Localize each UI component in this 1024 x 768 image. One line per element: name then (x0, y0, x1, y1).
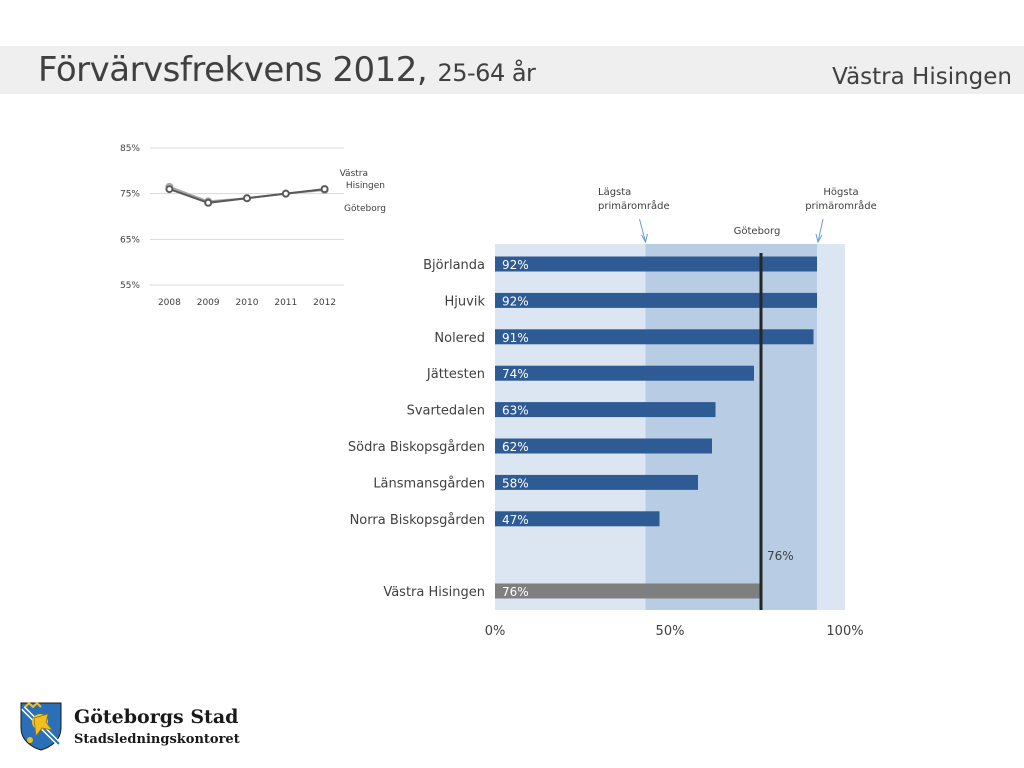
y-tick-label: 65% (120, 235, 140, 245)
x-tick-label: 50% (656, 624, 685, 639)
bar (495, 329, 814, 345)
x-tick-label: 2008 (158, 298, 181, 308)
bar-value-label: 92% (502, 294, 529, 308)
bar (495, 402, 716, 418)
bar-value-label: 62% (502, 440, 529, 454)
title-main: Förvärvsfrekvens 2012, (38, 50, 428, 90)
y-tick-label: 55% (120, 281, 140, 291)
category-label: Björlanda (423, 258, 485, 273)
logo-name: Göteborgs Stad (74, 706, 239, 728)
bar-value-label: 91% (502, 331, 529, 345)
category-label: Södra Biskopsgården (348, 440, 485, 455)
x-tick-label: 2010 (236, 298, 259, 308)
arrow-head (641, 233, 648, 244)
area-name: Västra Hisingen (832, 64, 1012, 90)
bar (495, 474, 698, 490)
total-value-label: 76% (502, 585, 529, 599)
reference-value-label: 76% (767, 549, 794, 563)
x-tick-label: 100% (826, 624, 863, 639)
x-tick-label: 2012 (313, 298, 336, 308)
bar-value-label: 47% (502, 513, 529, 527)
page-title: Förvärvsfrekvens 2012, 25-64 år (38, 50, 536, 90)
bar-value-label: 92% (502, 258, 529, 272)
data-point (320, 185, 329, 194)
bar (495, 365, 754, 381)
title-band (0, 46, 1024, 94)
bar-value-label: 58% (502, 476, 529, 490)
annotation-arrow (817, 218, 824, 243)
category-label: Hjuvik (445, 294, 486, 309)
legend-label: Västra (340, 169, 368, 179)
bar-value-label: 63% (502, 404, 529, 418)
reference-label: Göteborg (734, 226, 781, 237)
logo-department: Stadsledningskontoret (74, 732, 240, 747)
logo: Göteborgs Stad Stadsledningskontoret (18, 698, 278, 754)
legend-label: Göteborg (344, 204, 386, 214)
category-label: Nolered (434, 331, 485, 346)
range-annotation: primärområde (805, 199, 877, 212)
data-point (281, 189, 290, 198)
bar (495, 438, 712, 454)
range-annotation: Lägsta (598, 187, 631, 198)
district-bar-chart: Björlanda 92% Hjuvik 92% Nolered 91% Jättesten… (348, 187, 877, 639)
category-label: Länsmansgården (373, 476, 485, 491)
bar (495, 256, 817, 272)
bar-value-label: 74% (502, 367, 529, 381)
x-tick-label: 2011 (274, 298, 297, 308)
title-age-range: 25-64 år (437, 59, 536, 87)
category-label: Norra Biskopsgården (350, 513, 485, 528)
bar (495, 511, 660, 527)
category-label: Jättesten (426, 367, 485, 382)
arrow-head (815, 233, 823, 244)
x-tick-label: 0% (485, 624, 506, 639)
range-annotation: primärområde (598, 199, 670, 212)
y-tick-label: 85% (120, 144, 140, 154)
city-crest-icon (20, 701, 62, 751)
trend-line-chart: 55% 65% 75% 85% 2008 2009 2010 2011 2012 Västra Hi… (120, 144, 386, 308)
annotation-arrow (639, 218, 646, 243)
total-label: Västra Hisingen (383, 585, 485, 600)
x-tick-label: 2009 (197, 298, 220, 308)
total-bar (495, 583, 761, 599)
legend-label: Hisingen (346, 181, 385, 191)
y-tick-label: 75% (120, 190, 140, 200)
data-point (165, 185, 174, 194)
bar (495, 292, 817, 308)
category-label: Svartedalen (407, 404, 485, 419)
data-point (243, 194, 251, 203)
range-annotation: Högsta (823, 187, 858, 198)
data-point (204, 198, 213, 207)
